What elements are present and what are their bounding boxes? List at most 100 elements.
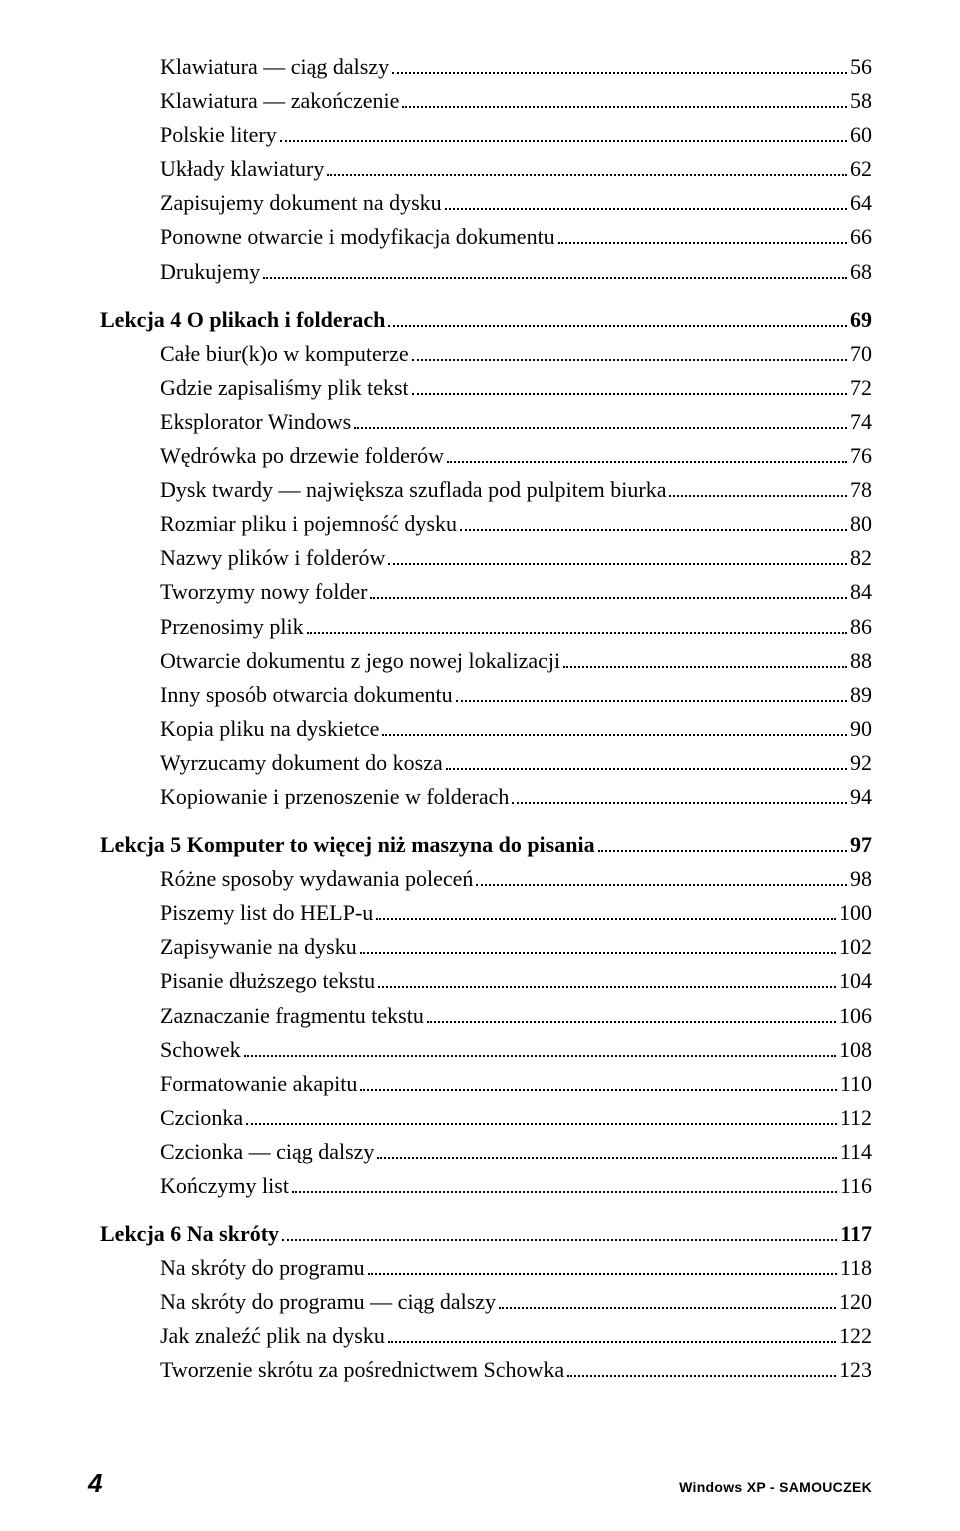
toc-entry: Tworzenie skrótu za pośrednictwem Schowk… (160, 1353, 872, 1387)
toc-entry-title: Tworzenie skrótu za pośrednictwem Schowk… (160, 1353, 564, 1387)
toc-leader (246, 1123, 837, 1125)
toc-entry: Czcionka — ciąg dalszy114 (160, 1135, 872, 1169)
toc-entry-page: 58 (850, 84, 872, 118)
toc-entry-title: Formatowanie akapitu (160, 1067, 357, 1101)
toc-entry: Zaznaczanie fragmentu tekstu106 (160, 999, 872, 1033)
toc-entry: Pisanie dłuższego tekstu 104 (160, 964, 872, 998)
toc-entry: Układy klawiatury 62 (160, 152, 872, 186)
toc-entry: Klawiatura — zakończenie 58 (160, 84, 872, 118)
toc-leader (360, 1089, 836, 1091)
toc-entry-title: Na skróty do programu (160, 1251, 365, 1285)
toc-entry-title: Tworzymy nowy folder (160, 575, 367, 609)
toc-entry-page: 88 (850, 644, 872, 678)
toc-entry: Otwarcie dokumentu z jego nowej lokaliza… (160, 644, 872, 678)
toc-entry: Piszemy list do HELP-u100 (160, 896, 872, 930)
toc-entry-page: 82 (850, 541, 872, 575)
toc-leader (376, 918, 836, 920)
toc-entry-page: 62 (850, 152, 872, 186)
toc-entry: Przenosimy plik86 (160, 610, 872, 644)
toc-entry-page: 123 (839, 1353, 872, 1387)
toc-section-heading: Lekcja 6 Na skróty 117 (100, 1217, 872, 1251)
toc-entry-title: Nazwy plików i folderów (160, 541, 385, 575)
toc-section-group: Całe biur(k)o w komputerze70Gdzie zapisa… (130, 337, 872, 814)
toc-heading-page: 117 (840, 1217, 872, 1251)
toc-entry-title: Inny sposób otwarcia dokumentu (160, 678, 453, 712)
toc-entry-title: Kopia pliku na dyskietce (160, 712, 379, 746)
toc-entry-title: Układy klawiatury (160, 152, 324, 186)
toc-entry-page: 86 (850, 610, 872, 644)
toc-entry: Rozmiar pliku i pojemność dysku 80 (160, 507, 872, 541)
toc-entry-title: Zapisywanie na dysku (160, 930, 357, 964)
toc-entry-page: 108 (839, 1033, 872, 1067)
toc-leader (244, 1055, 836, 1057)
toc-entry-title: Rozmiar pliku i pojemność dysku (160, 507, 457, 541)
toc-leader (447, 461, 847, 463)
toc-entry: Kończymy list116 (160, 1169, 872, 1203)
toc-entry: Ponowne otwarcie i modyfikacja dokumentu… (160, 220, 872, 254)
toc-entry-page: 90 (850, 712, 872, 746)
toc-entry-page: 56 (850, 50, 872, 84)
toc-leader (282, 1239, 837, 1241)
toc-entry: Wędrówka po drzewie folderów76 (160, 439, 872, 473)
toc-entry-page: 78 (850, 473, 872, 507)
toc-leader (378, 986, 836, 988)
toc-entry-page: 74 (850, 405, 872, 439)
toc-entry-title: Pisanie dłuższego tekstu (160, 964, 375, 998)
toc-leader (563, 666, 847, 668)
footer-page-number: 4 (88, 1468, 102, 1499)
toc-entry-page: 89 (850, 678, 872, 712)
toc-entry: Polskie litery 60 (160, 118, 872, 152)
toc-leader (388, 563, 847, 565)
toc-entry: Tworzymy nowy folder84 (160, 575, 872, 609)
toc-entry-page: 68 (850, 255, 872, 289)
toc-entry-page: 118 (840, 1251, 872, 1285)
toc-entry-title: Klawiatura — zakończenie (160, 84, 399, 118)
toc-entry: Drukujemy68 (160, 255, 872, 289)
toc-entry-title: Kopiowanie i przenoszenie w folderach (160, 780, 509, 814)
toc-leader (370, 597, 847, 599)
toc-leader (382, 734, 847, 736)
toc-entry-page: 114 (840, 1135, 872, 1169)
toc-entry: Na skróty do programu 118 (160, 1251, 872, 1285)
toc-entry: Całe biur(k)o w komputerze70 (160, 337, 872, 371)
page: Klawiatura — ciąg dalszy56Klawiatura — z… (0, 0, 960, 1531)
toc-entry-title: Polskie litery (160, 118, 277, 152)
toc-leader (669, 495, 847, 497)
toc-heading-title: Lekcja 6 Na skróty (100, 1217, 279, 1251)
toc-entry-page: 60 (850, 118, 872, 152)
toc-entry-title: Ponowne otwarcie i modyfikacja dokumentu (160, 220, 555, 254)
toc-leader (460, 529, 847, 531)
toc-section-group: Klawiatura — ciąg dalszy56Klawiatura — z… (130, 50, 872, 289)
toc-leader (512, 802, 847, 804)
toc-entry-page: 122 (839, 1319, 872, 1353)
toc-entry-page: 70 (850, 337, 872, 371)
toc-entry-title: Wyrzucamy dokument do kosza (160, 746, 443, 780)
toc-entry: Dysk twardy — największa szuflada pod pu… (160, 473, 872, 507)
toc-entry: Kopiowanie i przenoszenie w folderach 94 (160, 780, 872, 814)
toc-entry-page: 94 (850, 780, 872, 814)
footer-book-title: Windows XP - SAMOUCZEK (679, 1479, 872, 1495)
toc-entry-title: Czcionka (160, 1101, 243, 1135)
toc-entry-page: 80 (850, 507, 872, 541)
toc-entry-title: Dysk twardy — największa szuflada pod pu… (160, 473, 666, 507)
toc-leader (456, 700, 847, 702)
toc-entry: Wyrzucamy dokument do kosza92 (160, 746, 872, 780)
toc-leader (427, 1021, 836, 1023)
toc-entry-page: 64 (850, 186, 872, 220)
toc-leader (402, 106, 847, 108)
toc-entry-page: 106 (839, 999, 872, 1033)
toc-leader (499, 1307, 836, 1309)
toc-entry: Zapisywanie na dysku 102 (160, 930, 872, 964)
toc-leader (412, 359, 847, 361)
toc-entry: Zapisujemy dokument na dysku64 (160, 186, 872, 220)
toc-entry: Gdzie zapisaliśmy plik tekst72 (160, 371, 872, 405)
toc-entry-title: Gdzie zapisaliśmy plik tekst (160, 371, 409, 405)
toc-heading-page: 97 (850, 828, 872, 862)
toc-entry-title: Klawiatura — ciąg dalszy (160, 50, 389, 84)
toc-entry-page: 102 (839, 930, 872, 964)
toc-leader (445, 208, 847, 210)
toc-entry: Schowek108 (160, 1033, 872, 1067)
toc-entry-page: 104 (839, 964, 872, 998)
toc-entry-page: 110 (840, 1067, 872, 1101)
toc-leader (446, 768, 847, 770)
